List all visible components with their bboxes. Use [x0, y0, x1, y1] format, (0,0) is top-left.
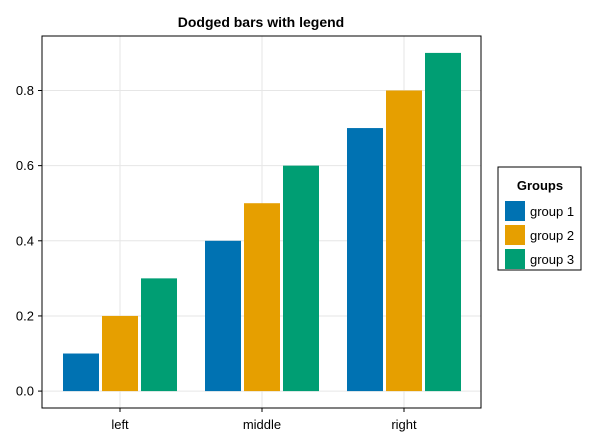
y-tick-label: 0.6 — [16, 158, 34, 173]
bar-middle-group-1 — [205, 240, 241, 392]
y-tick-label: 0.8 — [16, 83, 34, 98]
x-tick-label: right — [391, 417, 417, 432]
legend-label: group 3 — [530, 252, 574, 267]
bar-left-group-3 — [141, 278, 177, 392]
bar-right-group-3 — [425, 52, 461, 392]
legend-items: group 1 group 2 group 3 — [505, 201, 574, 269]
legend: Groups group 1 group 2 group 3 — [497, 166, 582, 271]
y-tick-label: 0.4 — [16, 233, 34, 248]
x-axis: left middle right — [111, 408, 417, 432]
legend-label: group 2 — [530, 228, 574, 243]
x-tick-label: left — [111, 417, 129, 432]
legend-swatch-group-2 — [505, 225, 525, 245]
bars — [63, 52, 461, 392]
x-tick-label: middle — [243, 417, 281, 432]
chart-title: Dodged bars with legend — [178, 14, 344, 30]
bar-right-group-2 — [386, 90, 422, 392]
y-axis: 0.0 0.2 0.4 0.6 0.8 — [16, 83, 42, 399]
bar-middle-group-2 — [244, 203, 280, 392]
bar-middle-group-3 — [283, 165, 319, 392]
legend-title: Groups — [517, 178, 563, 193]
bar-left-group-2 — [102, 315, 138, 392]
bar-left-group-1 — [63, 353, 99, 392]
bar-right-group-1 — [347, 128, 383, 392]
legend-swatch-group-3 — [505, 249, 525, 269]
y-tick-label: 0.2 — [16, 308, 34, 323]
y-tick-label: 0.0 — [16, 384, 34, 399]
legend-label: group 1 — [530, 204, 574, 219]
legend-swatch-group-1 — [505, 201, 525, 221]
